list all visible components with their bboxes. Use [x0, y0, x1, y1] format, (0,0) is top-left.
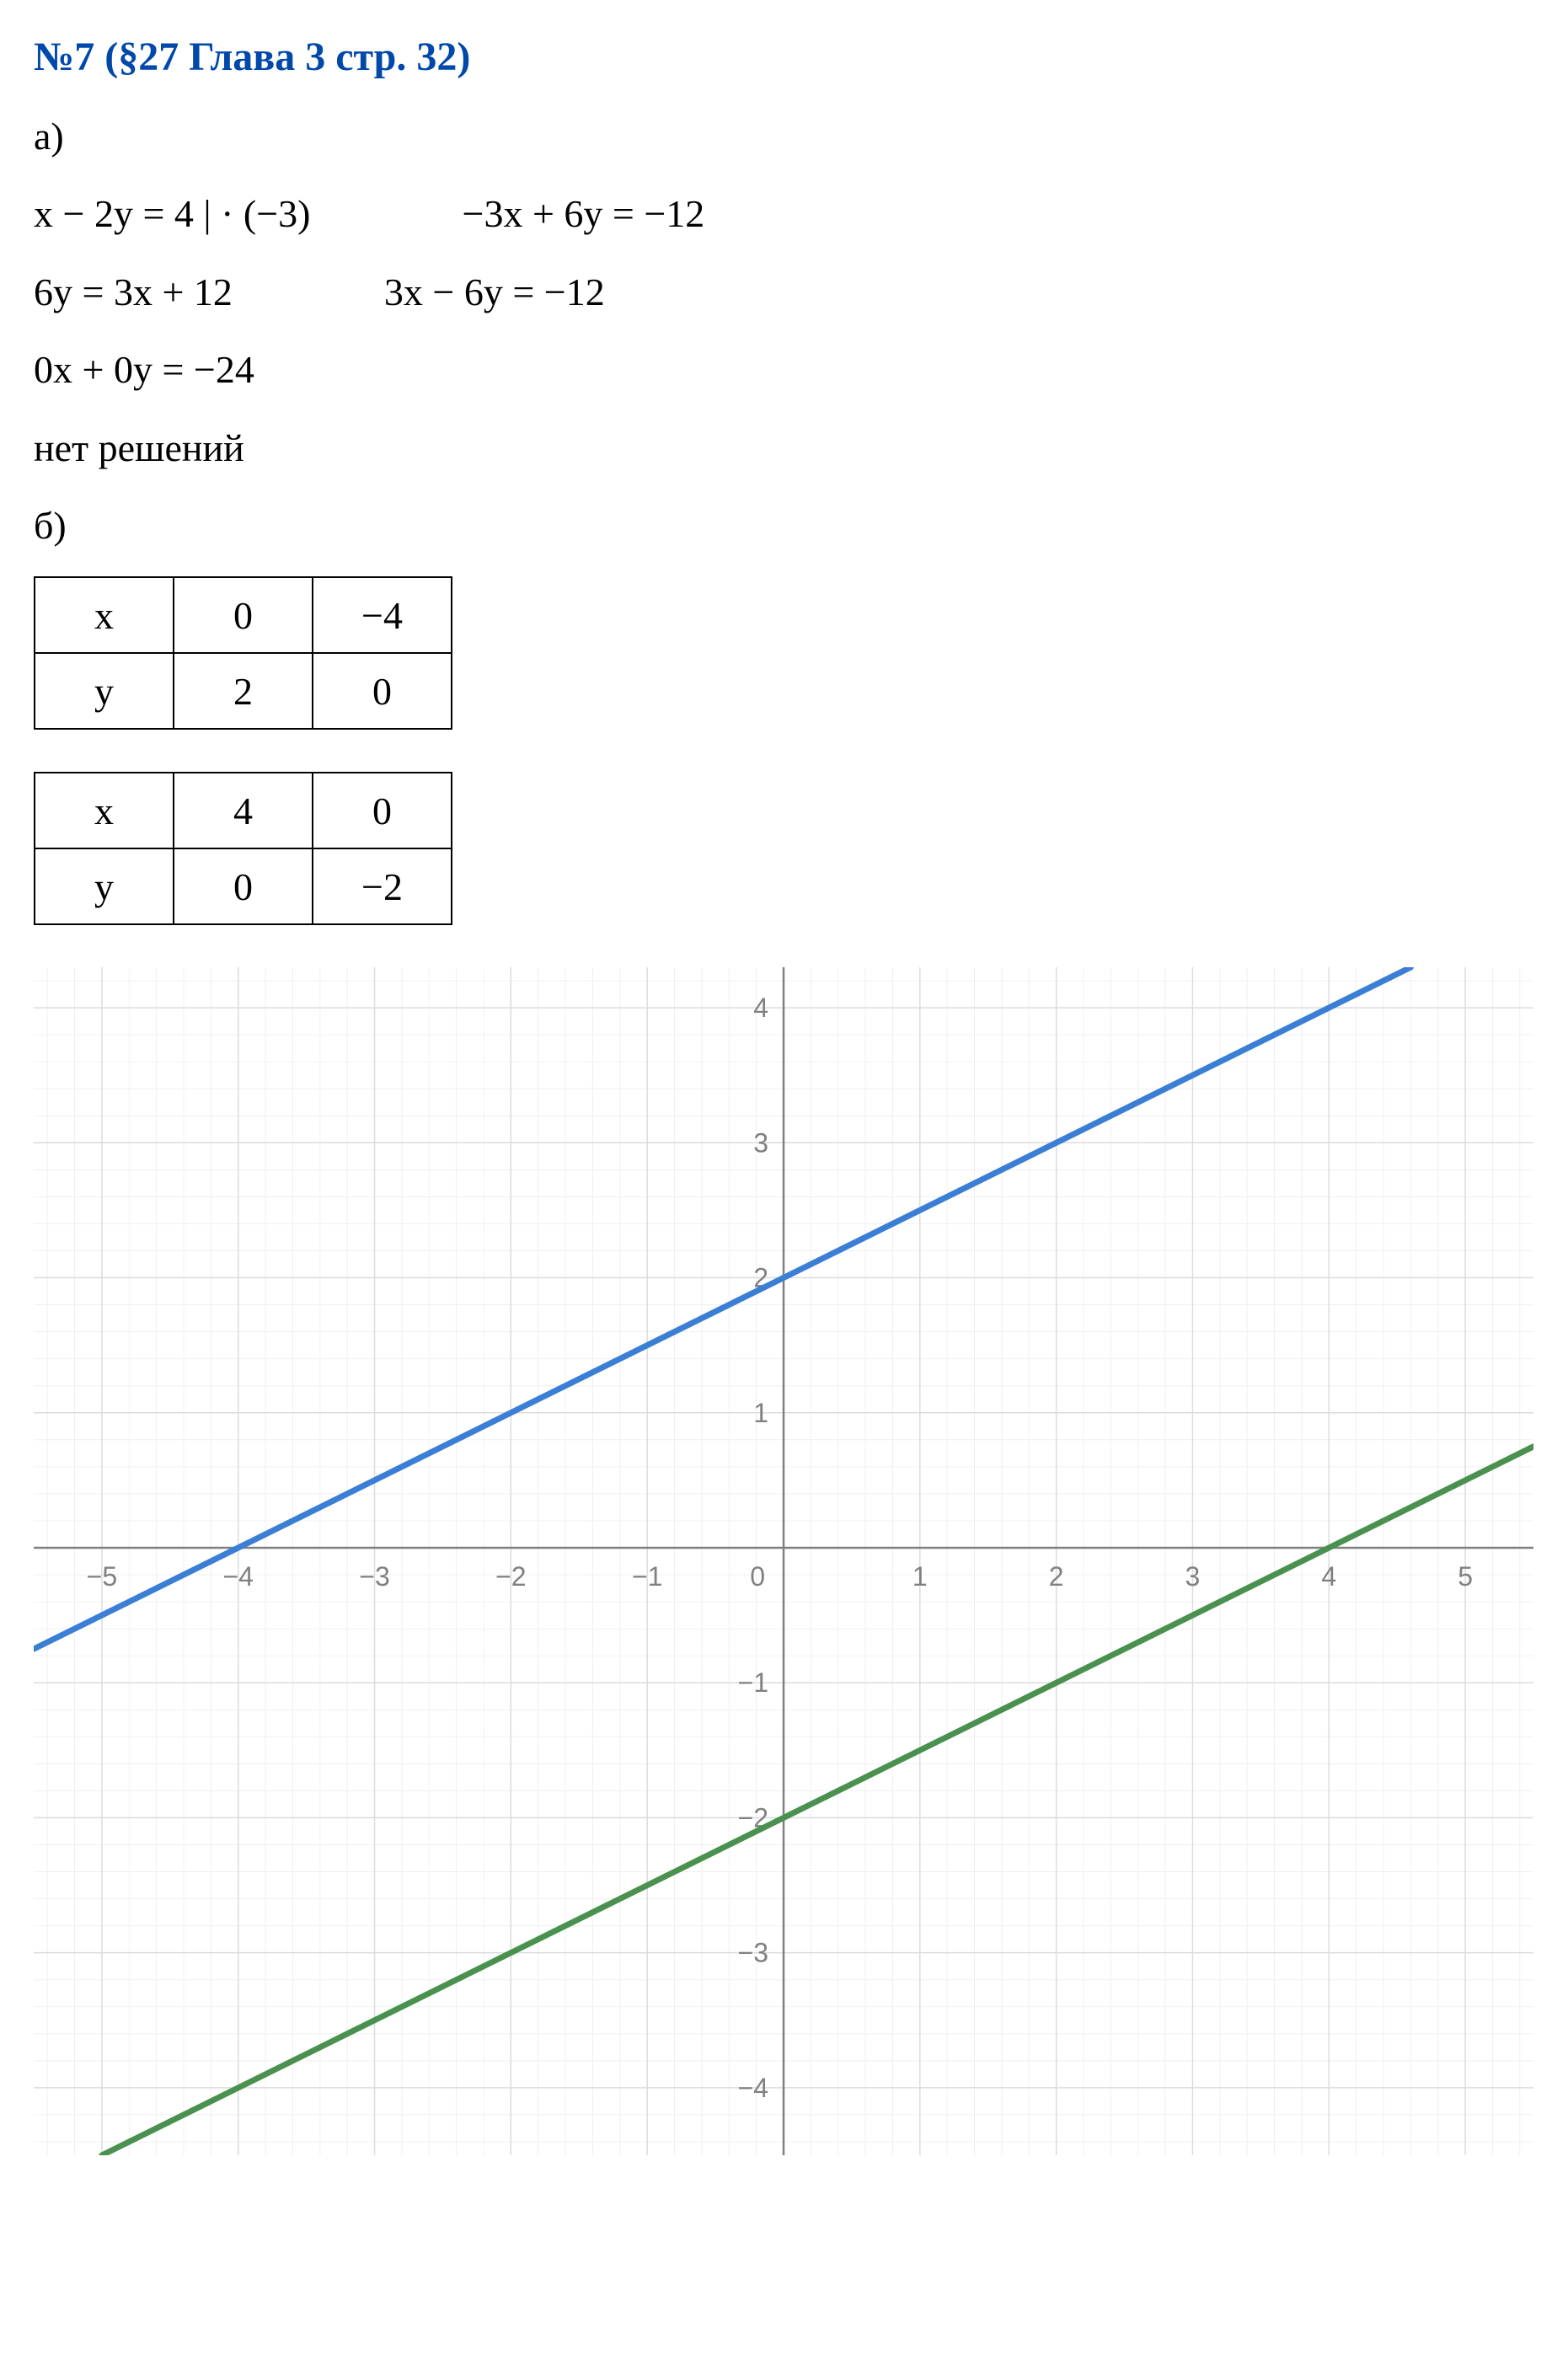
svg-text:5: 5: [1458, 1561, 1473, 1592]
chart: −5−4−3−2−1012345−4−3−2−11234: [34, 967, 1533, 2155]
part-b-label: б): [34, 499, 1534, 553]
table-cell: 0: [174, 577, 313, 653]
table-cell: −2: [313, 848, 452, 924]
table-cell: 0: [313, 773, 452, 848]
table-cell: 2: [174, 653, 313, 729]
table-cell: x: [35, 577, 174, 653]
table-2: x 4 0 y 0 −2: [34, 772, 452, 925]
table-cell: 4: [174, 773, 313, 848]
svg-text:−1: −1: [738, 1668, 768, 1699]
svg-text:3: 3: [1185, 1561, 1201, 1592]
svg-text:−3: −3: [738, 1938, 768, 1968]
table-cell: y: [35, 653, 174, 729]
svg-text:−2: −2: [495, 1561, 526, 1592]
svg-text:1: 1: [753, 1398, 768, 1428]
table-cell: 0: [313, 653, 452, 729]
svg-text:0: 0: [750, 1561, 765, 1592]
svg-text:−4: −4: [738, 2073, 768, 2103]
svg-text:−1: −1: [632, 1561, 662, 1592]
svg-text:3: 3: [753, 1128, 768, 1159]
conclusion-a: нет решений: [34, 421, 1534, 475]
svg-text:4: 4: [753, 993, 768, 1023]
svg-text:2: 2: [1049, 1561, 1064, 1592]
eq-a1-left: x − 2y = 4 | · (−3): [34, 187, 311, 241]
svg-text:−4: −4: [222, 1561, 253, 1592]
svg-text:−5: −5: [87, 1561, 117, 1592]
eq-a3: 0x + 0y = −24: [34, 343, 1534, 397]
part-a-label: а): [34, 110, 1534, 163]
table-cell: x: [35, 773, 174, 848]
table-cell: 0: [174, 848, 313, 924]
svg-text:4: 4: [1321, 1561, 1336, 1592]
eq-a1-right: −3x + 6y = −12: [463, 187, 705, 241]
chart-svg: −5−4−3−2−1012345−4−3−2−11234: [34, 967, 1533, 2155]
table-cell: y: [35, 848, 174, 924]
svg-text:1: 1: [912, 1561, 928, 1592]
table-cell: −4: [313, 577, 452, 653]
table-1: x 0 −4 y 2 0: [34, 576, 452, 730]
eq-a2-left: 6y = 3x + 12: [34, 265, 233, 319]
page-title: №7 (§27 Глава 3 стр. 32): [34, 34, 1534, 80]
eq-a2-right: 3x − 6y = −12: [384, 265, 605, 319]
svg-text:−3: −3: [359, 1561, 389, 1592]
